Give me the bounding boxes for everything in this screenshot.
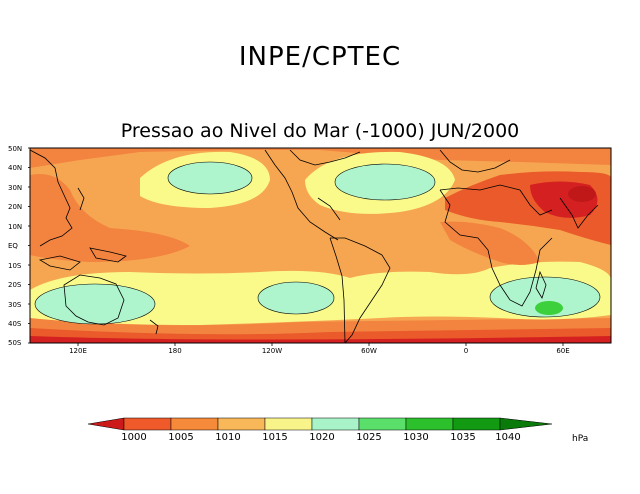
africa-low-1010 [440,221,540,265]
lat-label: 10S [8,262,22,270]
north-low-band [30,148,611,168]
colorbar-label: 1035 [450,432,476,443]
colorbar-swatch [123,417,172,431]
lat-label: 20S [8,281,22,289]
south-atlantic-high-1015 [380,288,470,317]
lat-label: 20N [8,203,23,211]
colorbar-label: 1030 [403,432,429,443]
colorbar-swatch [264,417,313,431]
main-title: INPE/CPTEC [238,42,402,72]
lon-label: 0 [463,347,469,355]
lat-label: 30N [8,184,23,192]
west-pacific-low [30,174,190,262]
colorbar-label: 1000 [121,432,147,443]
lat-label: EQ [8,242,18,250]
lon-label: 180 [168,347,182,355]
colorbar-label: 1020 [309,432,335,443]
axis-ticks [28,147,564,346]
colorbar-label: 1010 [215,432,241,443]
lat-label: 50S [8,339,22,347]
colorbar-swatch [452,417,501,431]
isobars [34,161,601,325]
lon-label: 60E [556,347,570,355]
himalaya-low [568,186,596,202]
colorbar-swatch [358,417,407,431]
lon-label: 120W [261,347,283,355]
map-title: Pressao ao Nivel do Mar (-1000) JUN/2000 [120,120,520,142]
colorbar-label: 1040 [495,432,521,443]
colorbar-high-arrow [499,417,553,431]
colorbar-swatch [405,417,454,431]
south-band-1000 [30,336,611,343]
colorbar-unit: hPa [572,434,589,444]
indian-ocean-high-1025 [535,301,563,315]
lon-label: 120E [69,347,87,355]
colorbar-swatch [217,417,266,431]
lat-label: 10N [8,223,23,231]
lat-label: 40S [8,320,22,328]
lat-label: 50N [8,145,23,153]
colorbar-label: 1015 [262,432,288,443]
lat-label: 40N [8,164,23,172]
colorbar-swatch [311,417,360,431]
north-pacific-high-1020 [168,162,252,194]
colorbar-label: 1025 [356,432,382,443]
colorbar-low-arrow [87,417,125,431]
south-pacific-high-1020 [258,282,334,314]
coastlines [30,149,599,343]
lat-label: 30S [8,301,22,309]
indian-ocean-high-1020 [490,277,600,317]
north-atlantic-high-1020 [335,164,435,200]
lon-label: 60W [361,347,377,355]
colorbar-swatch [170,417,219,431]
colorbar-label: 1005 [168,432,194,443]
